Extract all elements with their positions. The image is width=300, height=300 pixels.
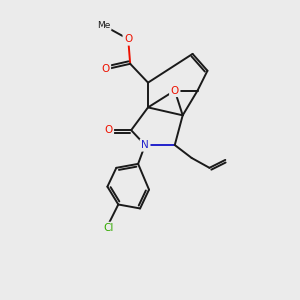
- Text: Cl: Cl: [103, 223, 114, 233]
- Text: O: O: [124, 34, 132, 44]
- Text: Me: Me: [97, 21, 110, 30]
- Text: O: O: [171, 85, 179, 96]
- Text: O: O: [101, 64, 110, 74]
- Text: O: O: [104, 125, 112, 135]
- Text: N: N: [141, 140, 149, 150]
